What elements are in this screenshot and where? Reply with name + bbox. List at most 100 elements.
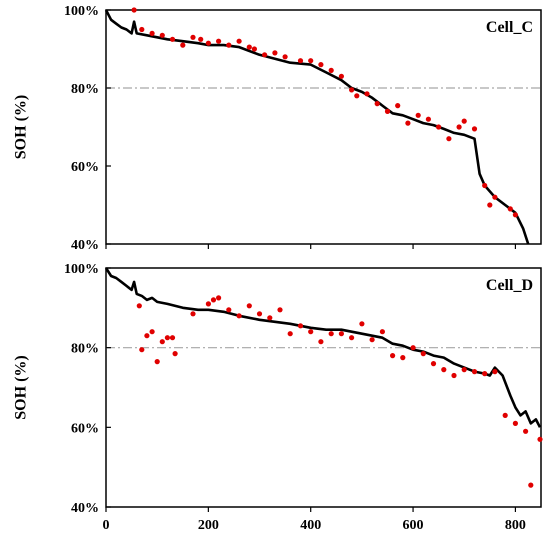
data-point xyxy=(318,62,324,68)
data-point xyxy=(251,46,257,52)
data-point xyxy=(349,335,355,341)
data-point xyxy=(139,347,145,353)
data-point xyxy=(169,335,176,341)
data-point xyxy=(400,355,406,361)
data-point xyxy=(172,351,178,357)
data-point xyxy=(267,315,273,321)
data-point xyxy=(144,333,150,339)
data-point xyxy=(169,36,176,42)
data-point xyxy=(318,339,324,345)
data-point xyxy=(436,124,442,130)
data-point xyxy=(482,182,488,189)
plot-marks xyxy=(104,267,543,488)
data-point xyxy=(410,345,416,351)
data-point xyxy=(282,54,288,60)
x-tick-label: 400 xyxy=(300,518,321,533)
data-point xyxy=(308,58,314,64)
data-point xyxy=(461,118,467,124)
y-tick-label: 100% xyxy=(64,4,99,19)
data-point xyxy=(149,329,155,335)
plot-frame xyxy=(105,267,542,508)
data-point xyxy=(446,136,452,142)
data-point xyxy=(277,307,283,313)
data-point xyxy=(338,73,344,79)
soh-line xyxy=(104,9,530,245)
y-tick-label: 40% xyxy=(71,501,99,516)
y-tick-label: 60% xyxy=(71,421,99,436)
y-tick-label: 40% xyxy=(71,238,99,253)
plot-marks xyxy=(104,7,530,245)
data-point xyxy=(395,103,401,109)
panel-title: Cell_D xyxy=(486,277,533,294)
data-point xyxy=(374,101,380,107)
data-point xyxy=(528,482,534,488)
panel-title: Cell_C xyxy=(486,19,533,36)
data-point xyxy=(159,32,165,38)
data-point xyxy=(297,58,304,64)
y-axis-ticks: 40% 60% 80% 100% xyxy=(64,262,111,516)
data-point xyxy=(369,337,375,343)
data-point xyxy=(164,335,170,341)
data-point xyxy=(390,353,396,359)
data-point xyxy=(216,295,222,301)
data-point xyxy=(512,212,519,218)
data-point xyxy=(502,412,508,418)
data-point xyxy=(523,428,529,434)
data-point xyxy=(420,351,426,357)
y-axis-label: SOH (%) xyxy=(13,355,30,419)
data-point xyxy=(359,321,365,327)
data-point xyxy=(441,367,447,373)
y-axis-label: SOH (%) xyxy=(13,95,30,159)
data-point xyxy=(272,50,278,56)
panel-cell-d: 40% 60% 80% 100% 0 200 400 600 800 Cell_D SOH (… xyxy=(13,262,543,533)
x-axis-ticks: 0 200 400 600 800 xyxy=(103,507,526,533)
data-point xyxy=(136,303,142,309)
data-point xyxy=(216,38,222,44)
data-point xyxy=(328,67,334,73)
data-point xyxy=(492,369,498,375)
panel-cell-c: 40% 60% 80% 100% Cell_C SOH (%) xyxy=(13,4,542,253)
data-point xyxy=(364,91,370,97)
data-point xyxy=(154,359,160,365)
data-point xyxy=(512,420,519,426)
y-tick-label: 60% xyxy=(71,160,99,175)
x-tick-label: 800 xyxy=(505,518,526,533)
data-point xyxy=(262,52,268,58)
data-point xyxy=(487,202,493,208)
x-tick-label: 200 xyxy=(198,518,219,533)
data-point xyxy=(354,93,360,99)
soh-line xyxy=(104,267,542,428)
data-point xyxy=(205,40,211,46)
data-point xyxy=(456,124,462,130)
y-axis-ticks: 40% 60% 80% 100% xyxy=(64,4,111,253)
data-point xyxy=(507,206,513,212)
y-tick-label: 100% xyxy=(64,262,99,277)
data-point xyxy=(328,331,334,337)
data-point xyxy=(246,44,252,50)
data-point xyxy=(338,331,344,337)
data-point xyxy=(149,30,155,36)
data-point xyxy=(131,7,137,13)
data-point xyxy=(482,371,488,377)
data-point xyxy=(180,42,186,48)
data-point xyxy=(190,34,196,40)
data-point xyxy=(226,307,232,313)
data-point xyxy=(205,301,211,307)
x-axis-tick-marks xyxy=(105,244,517,249)
data-point xyxy=(405,120,411,126)
data-point xyxy=(198,36,204,42)
data-point xyxy=(451,372,457,379)
data-point xyxy=(461,367,467,373)
data-point xyxy=(236,313,242,319)
x-tick-label: 600 xyxy=(403,518,424,533)
data-point xyxy=(210,297,217,303)
plot-frame xyxy=(105,9,542,245)
data-point xyxy=(190,311,196,317)
data-point xyxy=(287,331,293,337)
data-point xyxy=(430,361,437,367)
y-tick-label: 80% xyxy=(71,342,99,357)
data-point xyxy=(471,126,478,132)
data-point xyxy=(159,339,165,345)
data-point xyxy=(415,112,421,118)
